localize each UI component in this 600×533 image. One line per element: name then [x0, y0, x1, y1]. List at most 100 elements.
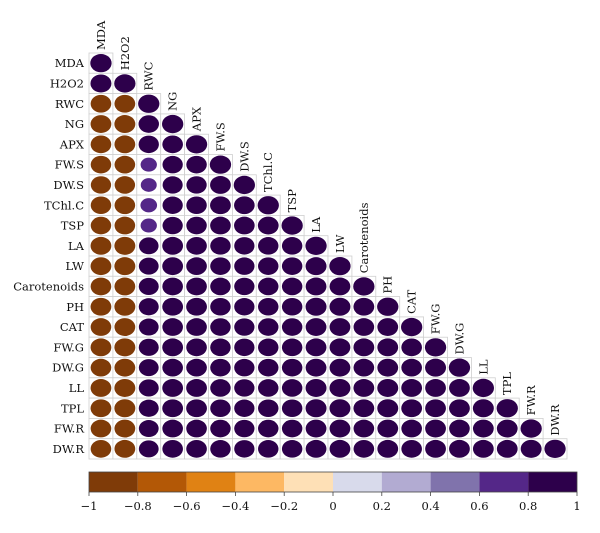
corr-circle-ll-dw-s — [234, 379, 255, 397]
corr-circle-fw-g-tchl-c — [258, 338, 279, 357]
row-label-tsp: TSP — [61, 219, 85, 233]
corr-circle-dw-s-mda — [90, 176, 112, 194]
corr-circle-tsp-tsp — [281, 216, 303, 235]
corr-circle-fw-r-ll — [472, 419, 494, 438]
corr-circle-carotenoids-tsp — [281, 277, 303, 296]
col-label-apx: APX — [190, 106, 204, 132]
corr-circle-h2o2-h2o2 — [114, 74, 136, 93]
corr-circle-la-tsp — [281, 237, 303, 255]
corr-circle-dw-r-carotenoids — [353, 439, 375, 458]
corr-circle-dw-g-tsp — [281, 358, 303, 377]
corr-circle-apx-mda — [90, 135, 112, 154]
corr-circle-la-dw-s — [234, 237, 255, 255]
corr-circle-carotenoids-tchl-c — [258, 277, 279, 296]
corr-circle-cat-carotenoids — [353, 318, 375, 336]
row-label-dw-s: DW.S — [53, 178, 84, 192]
corr-circle-fw-r-fw-g — [425, 419, 446, 438]
corr-circle-fw-r-lw — [329, 419, 351, 438]
corr-circle-cat-tchl-c — [258, 318, 279, 336]
corr-circle-lw-tchl-c — [258, 257, 279, 275]
corr-circle-tchl-c-fw-s — [210, 196, 231, 215]
corr-circle-cat-fw-s — [210, 318, 231, 336]
corr-circle-dw-g-ph — [377, 358, 399, 377]
corr-circle-cat-tsp — [281, 318, 303, 336]
corr-circle-dw-g-la — [305, 358, 327, 377]
corr-circle-dw-r-dw-s — [234, 440, 255, 458]
corr-circle-fw-g-rwc — [138, 338, 159, 356]
corr-circle-dw-g-dw-g — [448, 358, 471, 377]
corr-circle-la-mda — [90, 236, 112, 255]
colorbar-tick-label: −0.2 — [270, 499, 298, 513]
col-label-lw: LW — [333, 234, 347, 253]
corr-circle-dw-g-h2o2 — [114, 358, 136, 377]
corr-circle-carotenoids-mda — [90, 277, 112, 296]
corr-circle-tpl-tsp — [281, 399, 303, 418]
corr-circle-apx-apx — [185, 135, 208, 154]
col-label-tpl: TPL — [500, 372, 514, 395]
corr-circle-lw-lw — [329, 257, 351, 276]
corr-circle-tchl-c-dw-s — [234, 196, 255, 215]
col-label-tsp: TSP — [285, 189, 299, 213]
corr-circle-dw-g-dw-s — [234, 358, 255, 377]
corr-circle-fw-s-rwc — [140, 157, 157, 172]
corr-circle-fw-r-mda — [90, 419, 112, 438]
colorbar-tick-label: 1 — [573, 499, 580, 513]
corr-circle-tchl-c-h2o2 — [114, 196, 136, 215]
corr-circle-ph-tsp — [281, 297, 303, 316]
colorbar-tick-label: 0.4 — [421, 499, 439, 513]
corr-circle-la-tchl-c — [258, 237, 279, 255]
corr-circle-fw-r-tchl-c — [258, 419, 279, 438]
colorbar-tick-label: 0.6 — [470, 499, 488, 513]
col-label-fw-s: FW.S — [213, 122, 227, 151]
colorbar-tick-label: 0.2 — [373, 499, 391, 513]
colorbar-segment — [235, 472, 285, 492]
corr-circle-cat-cat — [401, 317, 423, 337]
corr-circle-dw-r-h2o2 — [114, 439, 136, 458]
col-label-ng: NG — [166, 92, 180, 111]
corr-circle-tsp-h2o2 — [114, 216, 136, 235]
corr-circle-dw-s-fw-s — [210, 176, 231, 194]
col-label-mda: MDA — [94, 20, 108, 50]
corr-circle-dw-s-ng — [162, 176, 183, 194]
row-label-ll: LL — [69, 381, 85, 395]
corr-circle-fw-g-fw-s — [210, 338, 231, 357]
corr-circle-fw-r-fw-s — [210, 419, 231, 438]
colorbar-segment — [89, 472, 138, 492]
col-label-ph: PH — [381, 276, 395, 294]
row-label-dw-r: DW.R — [53, 442, 85, 456]
corr-circle-carotenoids-fw-s — [210, 277, 231, 296]
corr-circle-fw-g-tsp — [281, 338, 303, 357]
corr-circle-dw-g-lw — [329, 358, 351, 377]
corr-circle-ll-tchl-c — [258, 379, 279, 397]
row-label-fw-g: FW.G — [53, 340, 84, 354]
corr-circle-carotenoids-h2o2 — [114, 277, 136, 296]
corr-circle-ph-rwc — [138, 298, 159, 316]
corr-circle-tpl-tpl — [496, 399, 518, 418]
row-label-cat: CAT — [60, 320, 84, 334]
corr-circle-ph-la — [305, 297, 327, 316]
colorbar-segment — [137, 472, 187, 492]
corr-circle-ph-dw-s — [234, 298, 255, 316]
corr-circle-ph-carotenoids — [353, 297, 375, 316]
corr-circle-ph-lw — [329, 297, 351, 316]
corr-circle-la-la — [305, 236, 327, 256]
corr-circle-dw-g-cat — [401, 358, 422, 377]
corr-circle-fw-r-cat — [401, 419, 422, 438]
corr-circle-ll-ph — [377, 378, 399, 397]
corr-circle-fw-r-la — [305, 419, 327, 438]
corr-circle-fw-s-mda — [90, 155, 112, 174]
corr-circle-lw-fw-s — [210, 257, 231, 275]
corr-circle-dw-g-rwc — [138, 359, 159, 377]
col-label-ll: LL — [476, 359, 490, 375]
corr-circle-dw-r-rwc — [138, 440, 159, 458]
col-label-dw-g: DW.G — [452, 323, 466, 355]
corr-circle-tpl-tchl-c — [258, 399, 279, 418]
corr-circle-tpl-mda — [90, 399, 112, 418]
corr-circle-ll-rwc — [138, 379, 159, 397]
corr-circle-lw-rwc — [138, 257, 159, 275]
corr-circle-ph-fw-s — [210, 297, 231, 316]
colorbar-segment — [333, 472, 382, 492]
row-label-h2o2: H2O2 — [50, 76, 84, 90]
corr-circle-tchl-c-mda — [90, 196, 112, 215]
corr-circle-ph-ph — [377, 297, 399, 316]
